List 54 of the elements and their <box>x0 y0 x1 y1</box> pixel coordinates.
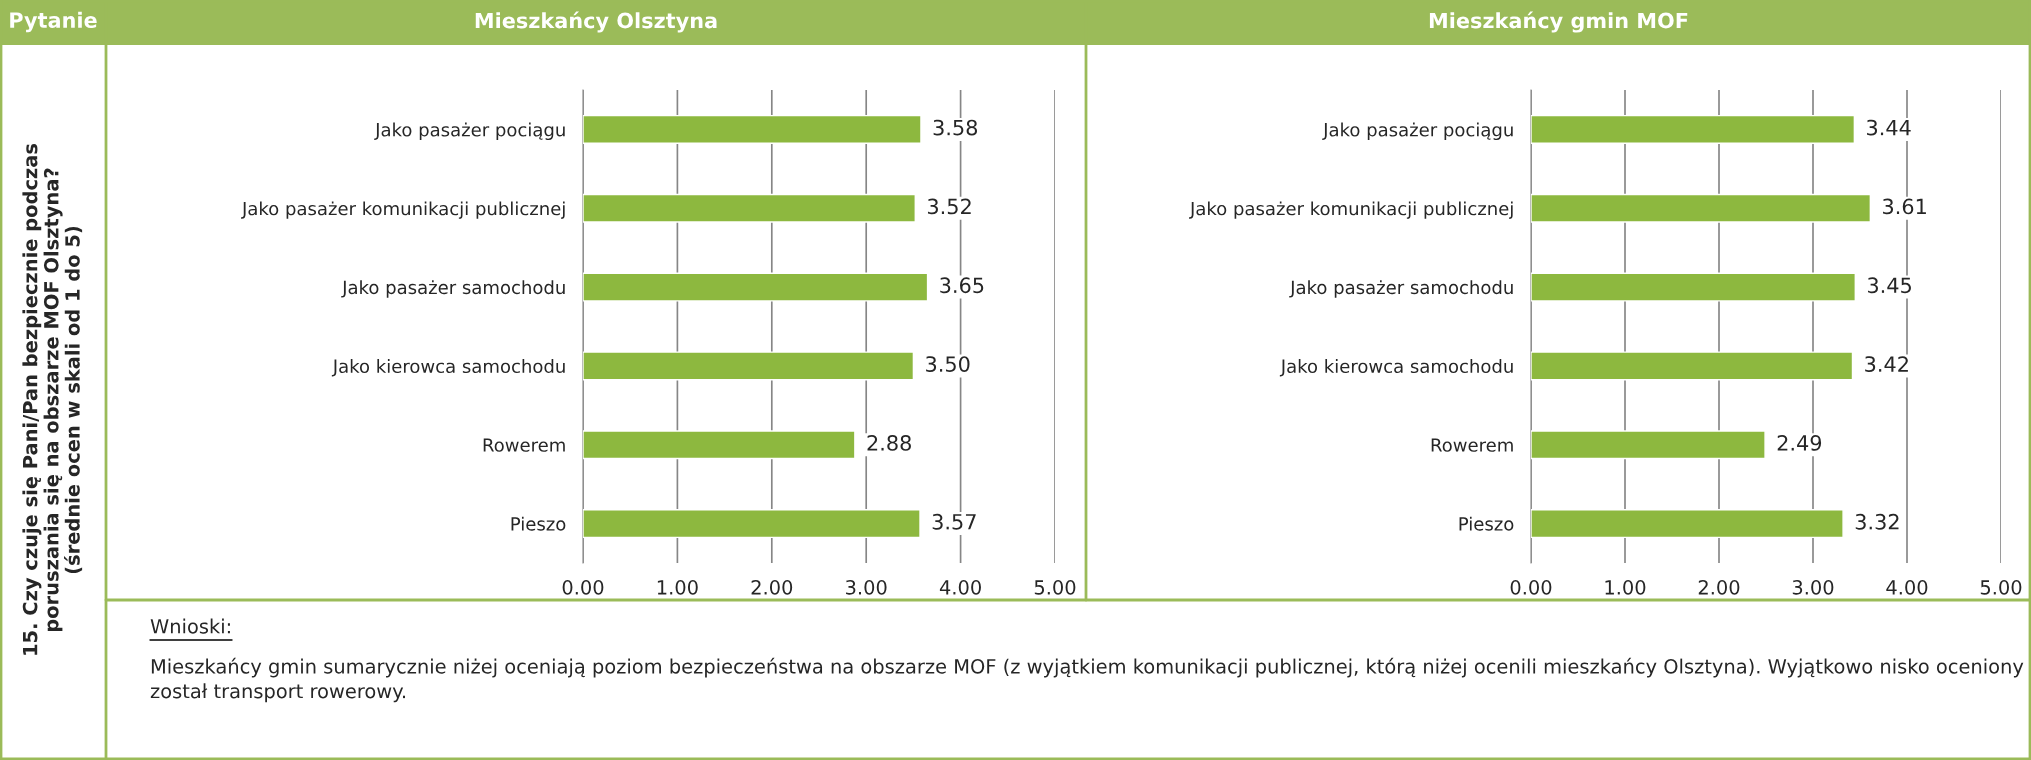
y-tick-label: Jako kierowca samochodu <box>1279 359 1513 377</box>
data-label: 3.45 <box>1868 277 1911 294</box>
bar <box>583 509 921 539</box>
y-tick-label: Pieszo <box>511 516 566 531</box>
bar <box>583 114 922 144</box>
data-label: 2.88 <box>867 435 911 451</box>
bar <box>1531 430 1766 460</box>
bar <box>1531 193 1872 223</box>
y-tick-label: Jako pasażer samochodu <box>1289 280 1513 298</box>
data-label: 3.61 <box>1883 198 1926 215</box>
bar <box>583 193 916 223</box>
bar <box>1531 351 1854 381</box>
text: 15. Czy czuje się Pani/Pan bezpiecznie podczas poruszania się na obszarze MOF Olsztyna? (średnie ocen w skali od 1 do 5) <box>22 143 83 655</box>
x-tick-label: 2.00 <box>1698 580 1740 595</box>
x-tick-label: 2.00 <box>751 580 793 595</box>
chart-title: Mieszkańcy gmin MOF <box>1429 11 1688 33</box>
data-label: 3.32 <box>1855 513 1899 530</box>
y-tick-label: Rowerem <box>1431 438 1513 452</box>
text: Pytanie <box>10 11 97 33</box>
y-tick-label: Jako pasażer pociągu <box>1322 122 1513 141</box>
bar <box>583 351 915 381</box>
text: Mieszkańcy gmin sumarycznie niżej oceniają poziom bezpieczeństwa na obszarze MOF (z wyjątkiem komunikacji publicznej, którą niżej ocenili mieszkańcy Olsztyna). Wyjątkowo nisko oceniony został transport rowerowy. <box>150 657 2024 703</box>
y-tick-label: Rowerem <box>483 438 565 452</box>
y-tick-label: Jako pasażer komunikacji publicznej <box>1189 201 1513 219</box>
bar <box>583 430 856 460</box>
data-label: 3.58 <box>933 119 978 136</box>
x-tick-label: 3.00 <box>846 580 887 595</box>
bar <box>1531 114 1856 144</box>
x-tick-label: 1.00 <box>657 580 698 595</box>
x-tick-label: 5.00 <box>1980 580 2022 595</box>
data-label: 3.50 <box>926 356 970 372</box>
data-label: 2.49 <box>1777 435 1822 451</box>
bar <box>583 272 929 302</box>
x-tick-label: 3.00 <box>1792 580 1834 595</box>
y-tick-label: Jako pasażer pociągu <box>374 122 565 141</box>
y-tick-label: Jako pasażer komunikacji publicznej <box>241 201 565 219</box>
data-label: 3.42 <box>1865 356 1908 372</box>
x-tick-label: 1.00 <box>1605 580 1646 595</box>
y-tick-label: Jako kierowca samochodu <box>331 359 565 377</box>
x-tick-label: 0.00 <box>1510 580 1552 595</box>
y-tick-label: Jako pasażer samochodu <box>341 280 565 298</box>
text: Wnioski: <box>150 618 230 634</box>
x-tick-label: 4.00 <box>1886 580 1928 595</box>
x-tick-label: 4.00 <box>939 580 981 595</box>
data-label: 3.44 <box>1867 119 1911 136</box>
data-label: 3.57 <box>932 513 976 530</box>
data-label: 3.65 <box>940 277 984 294</box>
x-tick-label: 5.00 <box>1034 580 1076 595</box>
bar <box>1531 509 1844 539</box>
data-label: 3.52 <box>927 198 971 215</box>
bar <box>1531 272 1856 302</box>
y-tick-label: Pieszo <box>1459 516 1514 531</box>
x-tick-label: 0.00 <box>562 580 604 595</box>
chart-title: Mieszkańcy Olsztyna <box>475 11 717 33</box>
